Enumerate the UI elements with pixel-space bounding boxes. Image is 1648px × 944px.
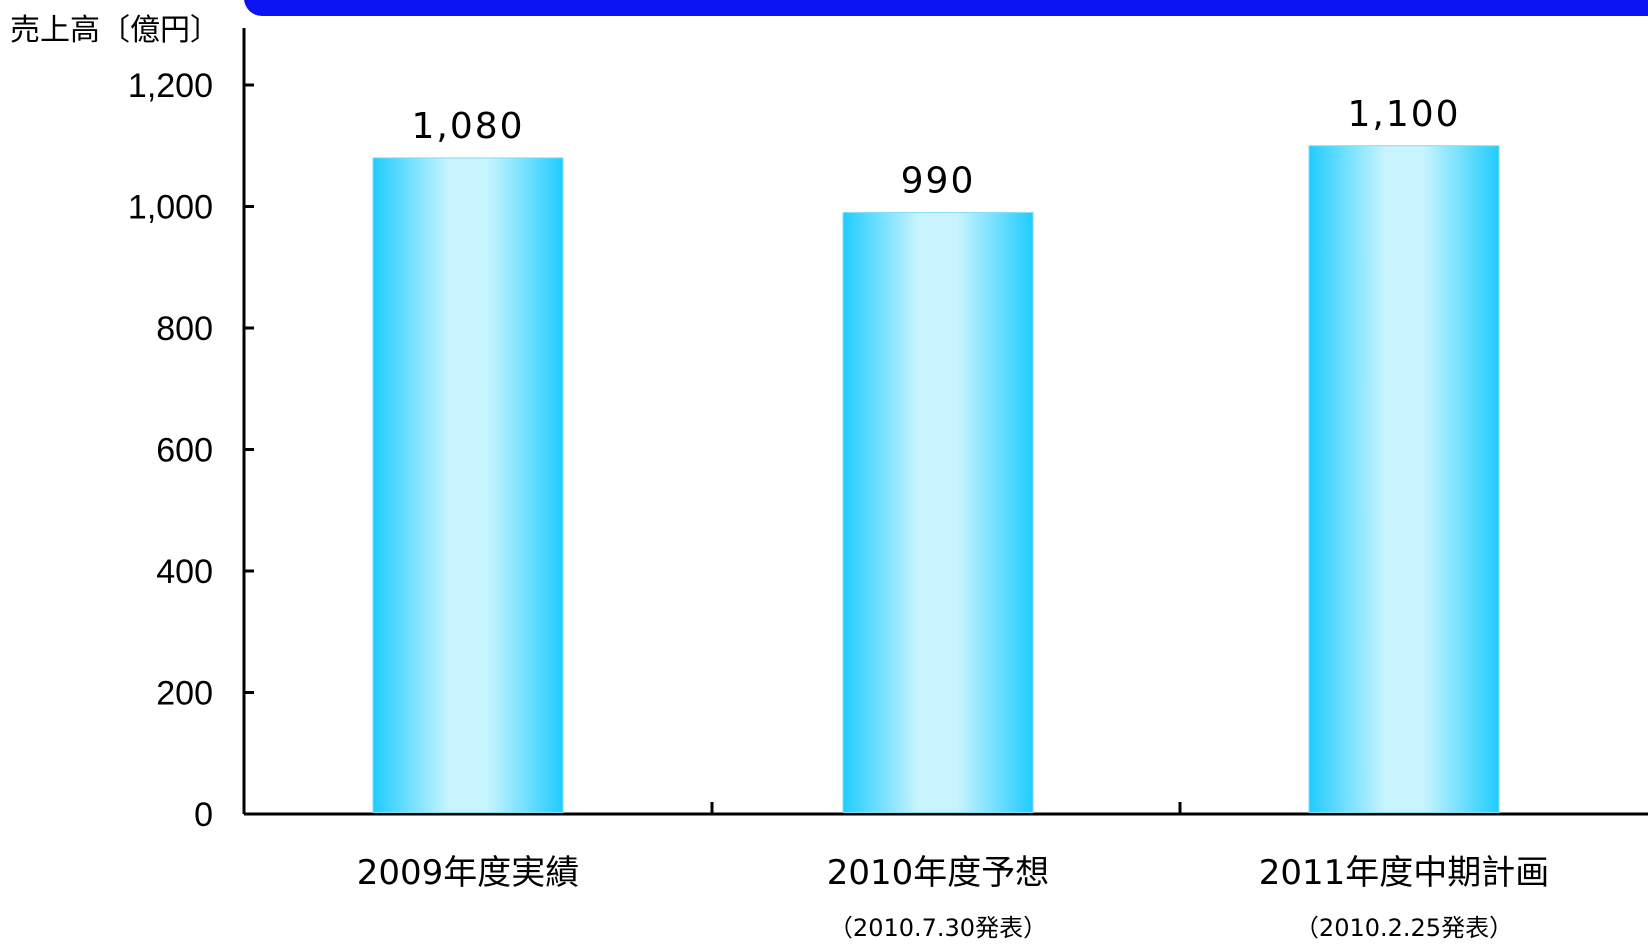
category-label: 2011年度中期計画 [1259,853,1550,893]
data-label: 1,080 [411,106,524,147]
category-note: （2010.2.25発表） [1295,914,1513,942]
bars [372,145,1500,813]
y-tick-label: 600 [156,432,213,470]
y-axis-title: 売上高〔億円〕 [10,13,220,48]
bar [1308,145,1500,813]
category-label: 2010年度予想 [827,853,1050,893]
y-tick-label: 1,200 [128,67,213,105]
category-label: 2009年度実績 [357,853,580,893]
y-tick-label: 1,000 [128,189,213,227]
y-tick-label: 0 [194,796,213,834]
y-tick-label: 200 [156,675,213,713]
data-label: 990 [901,161,976,202]
axes: 0 200 400 600 800 1,000 1,200 [128,28,1648,834]
header-banner [244,0,1648,16]
bar [372,157,564,813]
labels: 1,080 2009年度実績 990 2010年度予想 （2010.7.30発表） 1,1… [357,94,1550,942]
y-tick-label: 400 [156,553,213,591]
bar [842,212,1034,813]
data-label: 1,100 [1347,94,1460,135]
category-note: （2010.7.30発表） [829,914,1047,942]
y-tick-label: 800 [156,310,213,348]
